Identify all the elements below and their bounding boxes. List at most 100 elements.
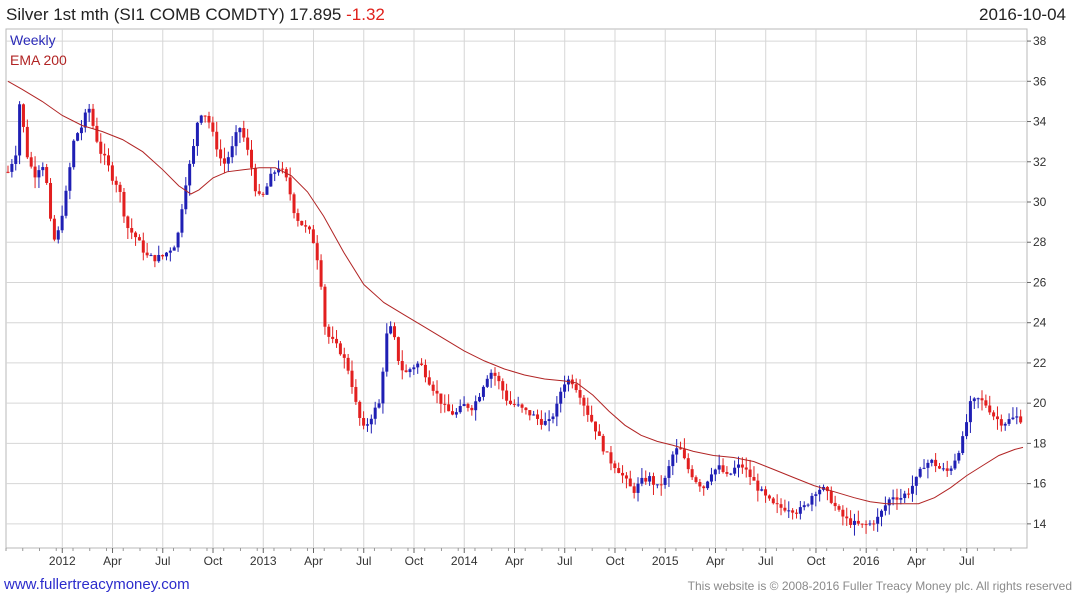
candle-body [21,104,25,127]
candle-body [613,463,617,469]
candle-body [199,115,203,123]
x-tick-label: Oct [204,554,223,568]
x-tick-label: Oct [606,554,625,568]
candle-body [729,473,733,475]
candle-body [307,226,311,230]
candle-body [551,416,555,420]
candle-body [856,520,860,524]
candle-body [992,412,996,417]
y-tick-label: 28 [1033,235,1047,249]
y-tick-label: 16 [1033,477,1047,491]
candle-body [161,254,165,257]
candle-body [164,252,168,257]
candle-body [95,125,99,142]
candle-body [899,498,903,500]
candle-body [83,112,87,128]
candle-body [779,504,783,508]
candle-body [470,407,474,411]
x-tick-label: 2013 [250,554,277,568]
candle-body [14,155,18,164]
price-change: -1.32 [346,5,385,24]
candle-body [304,225,308,227]
candle-body [122,191,126,217]
candle-body [953,460,957,469]
candle-body [632,486,636,493]
candle-body [6,171,10,173]
candle-body [675,448,679,455]
y-tick-label: 18 [1033,436,1047,450]
candle-body [280,168,284,170]
candle-body [157,254,161,262]
last-price: 17.895 [289,5,342,24]
candle-body [369,418,373,425]
candle-body [257,191,261,194]
candle-body [273,172,277,174]
candle-body [153,255,157,262]
candle-body [528,410,532,416]
x-tick-label: Jul [356,554,371,568]
candle-body [771,498,775,504]
candle-body [733,467,737,474]
candle-body [481,386,485,397]
candle-body [594,421,598,432]
candle-body [242,128,246,138]
candle-body [137,237,141,241]
y-tick-label: 20 [1033,396,1047,410]
candle-body [818,489,822,495]
candle-body [810,495,814,505]
candle-body [563,384,567,392]
candle-body [671,454,675,467]
site-link[interactable]: www.fullertreacymoney.com [4,576,190,593]
candle-body [721,465,725,472]
candle-body [466,404,470,408]
candle-body [315,243,319,261]
candle-body [713,469,717,475]
ema-200-line [7,80,1024,505]
x-tick-label: 2014 [451,554,478,568]
candle-body [910,485,914,494]
candle-body [462,404,466,407]
candle-body [292,194,296,214]
candle-body [126,216,130,229]
candle-body [1003,423,1007,426]
candle-body [141,240,145,253]
candle-body [725,471,729,474]
candle-body [1007,419,1011,424]
candle-body [995,416,999,420]
candle-body [420,363,424,365]
candle-body [965,422,969,437]
candle-body [972,398,976,402]
candle-body [679,448,683,450]
candle-body [134,232,138,238]
candle-body [895,497,899,500]
candle-body [393,326,397,338]
x-tick-label: Oct [807,554,826,568]
candle-body [493,372,497,376]
candle-body [250,149,254,168]
candle-body [234,132,238,147]
candle-body [10,163,14,172]
x-tick-label: Apr [907,554,926,568]
candle-body [246,137,250,150]
candle-body [945,468,949,471]
candle-body [520,404,524,408]
candle-body [261,193,265,195]
candle-body [335,338,339,344]
candle-body [752,477,756,481]
candle-body [52,218,56,240]
candle-body [640,477,644,484]
candle-body [37,170,41,178]
candle-body [767,495,771,499]
candle-body [756,480,760,491]
candle-body [578,390,582,398]
candle-body [114,180,118,185]
candle-body [508,400,512,404]
candle-body [605,451,609,453]
candle-body [76,133,80,141]
candle-body [624,475,628,479]
y-tick-label: 36 [1033,74,1047,88]
candle-body [149,255,153,257]
legend-ema-200: EMA 200 [10,52,67,68]
candle-body [450,411,454,415]
candle-body [976,398,980,400]
